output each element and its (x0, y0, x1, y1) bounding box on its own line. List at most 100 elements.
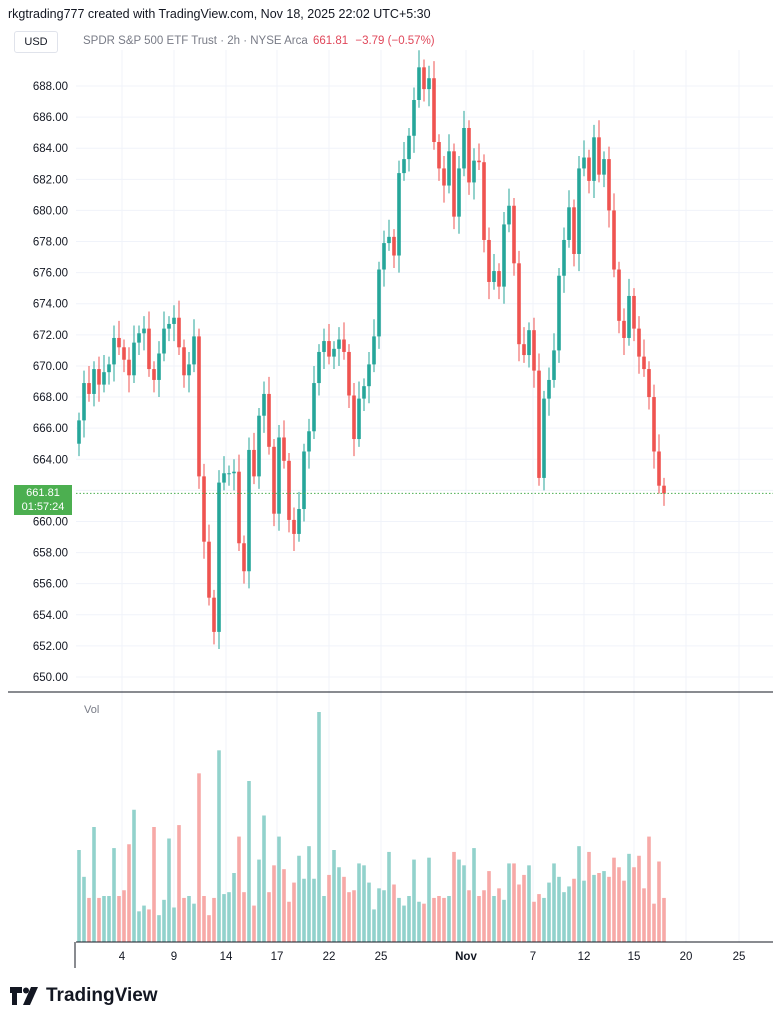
candle[interactable] (207, 524, 211, 606)
candle[interactable] (492, 253, 496, 290)
currency-button[interactable]: USD (14, 31, 58, 53)
candle[interactable] (612, 193, 616, 278)
candle[interactable] (117, 320, 121, 356)
candle[interactable] (477, 143, 481, 170)
candle[interactable] (257, 407, 261, 489)
candle[interactable] (532, 317, 536, 388)
candle[interactable] (342, 322, 346, 360)
candle[interactable] (287, 453, 291, 533)
candle[interactable] (562, 227, 566, 293)
candle[interactable] (627, 278, 631, 346)
candle[interactable] (272, 439, 276, 527)
candle[interactable] (97, 356, 101, 402)
candle[interactable] (552, 333, 556, 388)
candle[interactable] (462, 110, 466, 177)
candle[interactable] (537, 353, 541, 486)
candle[interactable] (222, 456, 226, 491)
candle[interactable] (442, 155, 446, 203)
candle[interactable] (302, 443, 306, 522)
candle[interactable] (152, 361, 156, 393)
candle[interactable] (487, 227, 491, 300)
candle[interactable] (197, 328, 201, 489)
candle[interactable] (637, 316, 641, 374)
candle[interactable] (192, 319, 196, 373)
candle[interactable] (632, 288, 636, 342)
candle[interactable] (482, 154, 486, 253)
candle[interactable] (182, 339, 186, 388)
candle[interactable] (312, 365, 316, 440)
candle[interactable] (517, 250, 521, 362)
candle[interactable] (322, 328, 326, 370)
candle[interactable] (412, 87, 416, 153)
candle[interactable] (212, 589, 216, 645)
candle[interactable] (417, 50, 421, 108)
candle[interactable] (497, 263, 501, 300)
candle[interactable] (357, 381, 361, 447)
candle[interactable] (587, 149, 591, 194)
candle[interactable] (332, 341, 336, 370)
candle[interactable] (602, 151, 606, 188)
candle[interactable] (157, 341, 161, 398)
candle[interactable] (502, 211, 506, 304)
candle[interactable] (577, 155, 581, 272)
candle[interactable] (92, 361, 96, 407)
candle[interactable] (432, 61, 436, 150)
candle[interactable] (397, 160, 401, 273)
candle[interactable] (277, 425, 281, 531)
candle[interactable] (137, 325, 141, 356)
candle[interactable] (622, 308, 626, 356)
candle[interactable] (122, 339, 126, 373)
candle[interactable] (447, 134, 451, 194)
candle[interactable] (512, 197, 516, 276)
candle[interactable] (617, 261, 621, 334)
candle[interactable] (247, 437, 251, 589)
candle[interactable] (607, 146, 611, 228)
candle[interactable] (237, 454, 241, 552)
candle[interactable] (77, 412, 81, 457)
candle[interactable] (252, 432, 256, 485)
candle[interactable] (307, 418, 311, 469)
candle[interactable] (522, 327, 526, 363)
candlestick-chart[interactable]: 650.00652.00654.00656.00658.00660.00662.… (0, 0, 781, 970)
candle[interactable] (572, 199, 576, 267)
candle[interactable] (582, 140, 586, 177)
candle[interactable] (177, 300, 181, 356)
candle[interactable] (112, 325, 116, 382)
candle[interactable] (187, 351, 191, 393)
candle[interactable] (297, 491, 301, 542)
candle[interactable] (527, 322, 531, 368)
candle[interactable] (387, 219, 391, 251)
candle[interactable] (292, 507, 296, 552)
candle[interactable] (362, 378, 366, 412)
candle[interactable] (457, 155, 461, 234)
candle[interactable] (147, 311, 151, 377)
candle[interactable] (542, 390, 546, 491)
candle[interactable] (162, 311, 166, 362)
candle[interactable] (657, 434, 661, 494)
candle[interactable] (317, 344, 321, 396)
candle[interactable] (452, 143, 456, 230)
candle[interactable] (547, 367, 551, 416)
candle[interactable] (232, 459, 236, 491)
candle[interactable] (202, 463, 206, 559)
candle[interactable] (127, 347, 131, 393)
candle[interactable] (172, 305, 176, 342)
candle[interactable] (107, 356, 111, 385)
candle[interactable] (592, 124, 596, 198)
candle[interactable] (347, 344, 351, 408)
candle[interactable] (557, 267, 561, 363)
candle[interactable] (382, 230, 386, 287)
candle[interactable] (647, 361, 651, 410)
candle[interactable] (567, 190, 571, 248)
candle[interactable] (652, 384, 656, 469)
candle[interactable] (87, 365, 91, 402)
candle[interactable] (392, 229, 396, 268)
candle[interactable] (167, 316, 171, 342)
tradingview-logo[interactable]: TradingView (10, 985, 158, 1007)
candle[interactable] (267, 376, 271, 455)
candle[interactable] (142, 316, 146, 351)
candle[interactable] (217, 470, 221, 650)
candle[interactable] (242, 535, 246, 584)
candle[interactable] (102, 355, 106, 393)
candle[interactable] (642, 339, 646, 377)
